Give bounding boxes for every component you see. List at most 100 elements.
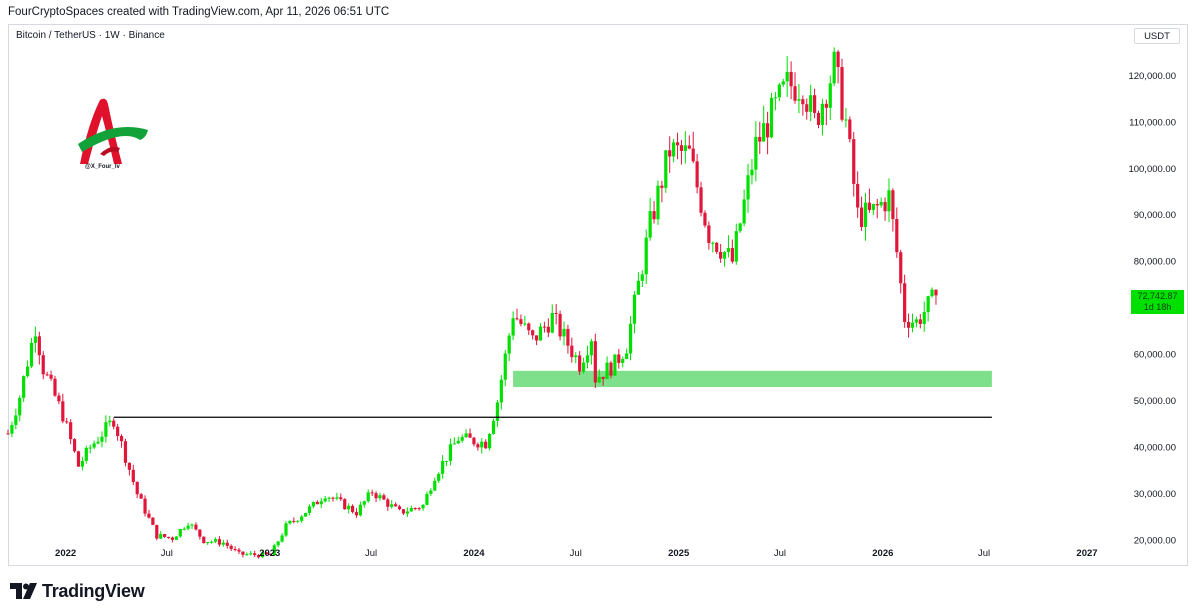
candle — [284, 521, 288, 537]
candle — [644, 229, 648, 284]
chart-caption: FourCryptoSpaces created with TradingVie… — [8, 6, 390, 18]
candle — [554, 304, 558, 325]
candle — [45, 371, 49, 377]
candle — [104, 415, 108, 443]
candle — [628, 316, 633, 361]
candle — [319, 497, 323, 509]
candle — [785, 56, 789, 97]
candle — [597, 369, 601, 384]
candle — [108, 415, 112, 427]
candle — [562, 321, 566, 346]
candle — [327, 496, 331, 502]
candle — [151, 517, 155, 526]
time-tick-label: 2023 — [259, 548, 280, 559]
price-tick-label: 120,000.00 — [1128, 71, 1176, 82]
candle — [460, 434, 464, 443]
tradingview-logo-icon — [10, 583, 37, 599]
candle — [824, 99, 828, 126]
candle — [358, 501, 362, 517]
symbol-title[interactable]: Bitcoin / TetherUS · 1W · Binance — [16, 30, 165, 41]
candle — [668, 136, 672, 173]
candle — [660, 180, 664, 203]
candle — [656, 180, 660, 225]
candle — [245, 552, 249, 556]
candle — [249, 551, 253, 556]
candle — [253, 550, 257, 558]
candle — [550, 304, 554, 334]
tradingview-logo[interactable]: TradingView — [10, 580, 145, 602]
candle — [754, 121, 758, 182]
candle — [499, 375, 503, 410]
candle — [538, 323, 543, 341]
price-tick-label: 40,000.00 — [1134, 442, 1176, 453]
candle — [174, 535, 178, 540]
candle — [707, 221, 711, 250]
candle — [33, 326, 38, 353]
candle — [300, 514, 304, 523]
time-tick-label: Jul — [365, 548, 377, 559]
candle — [891, 188, 895, 232]
candle — [69, 419, 73, 445]
candle — [605, 356, 609, 379]
candle — [233, 546, 237, 552]
candle — [163, 533, 167, 538]
candle — [155, 524, 159, 541]
candle — [354, 508, 359, 518]
candle — [394, 502, 398, 507]
candle — [711, 241, 715, 253]
time-tick-label: 2025 — [668, 548, 690, 559]
candle — [210, 540, 214, 544]
candle — [441, 455, 445, 479]
candle — [194, 522, 198, 531]
candle — [488, 432, 492, 451]
price-tick-label: 90,000.00 — [1134, 210, 1176, 221]
candle — [781, 78, 785, 87]
candle — [76, 450, 81, 467]
candle — [910, 313, 915, 333]
candle — [636, 272, 640, 295]
time-tick-label: 2024 — [463, 548, 485, 559]
candle — [468, 428, 472, 438]
candle — [534, 335, 539, 346]
candle — [116, 423, 120, 441]
time-tick-label: Jul — [978, 548, 990, 559]
candle — [856, 171, 860, 218]
candle — [147, 509, 151, 519]
tradingview-wordmark: TradingView — [42, 580, 145, 601]
candle — [527, 322, 531, 336]
candle — [292, 517, 296, 524]
candle — [722, 251, 727, 267]
candle — [260, 550, 265, 558]
bar-countdown: 1d 18h — [1143, 302, 1172, 312]
candle — [750, 158, 754, 185]
candle — [421, 503, 425, 511]
candle — [683, 131, 687, 164]
candle — [429, 488, 433, 497]
price-tick-label: 110,000.00 — [1129, 117, 1176, 128]
candle — [491, 418, 496, 435]
candle — [480, 438, 484, 454]
candle — [425, 491, 429, 506]
candle — [268, 553, 272, 556]
time-tick-label: 2026 — [872, 548, 893, 559]
candle — [303, 512, 308, 517]
candle — [296, 520, 300, 524]
candle — [343, 498, 347, 510]
candle — [867, 188, 872, 213]
candle — [515, 308, 519, 321]
candle — [777, 82, 781, 102]
candle — [386, 497, 390, 511]
candle — [903, 274, 907, 328]
candle — [331, 496, 335, 502]
candle — [119, 434, 124, 448]
candle — [84, 445, 88, 464]
candle — [405, 507, 409, 517]
candle — [793, 72, 797, 104]
candle — [664, 150, 668, 193]
price-axis: 20,000.00 30,000.00 40,000.00 50,000.00 60,0… — [1128, 71, 1176, 546]
currency-selector[interactable]: USDT — [1134, 28, 1180, 44]
candle — [812, 88, 817, 119]
candle — [112, 418, 116, 430]
candle — [621, 356, 625, 368]
